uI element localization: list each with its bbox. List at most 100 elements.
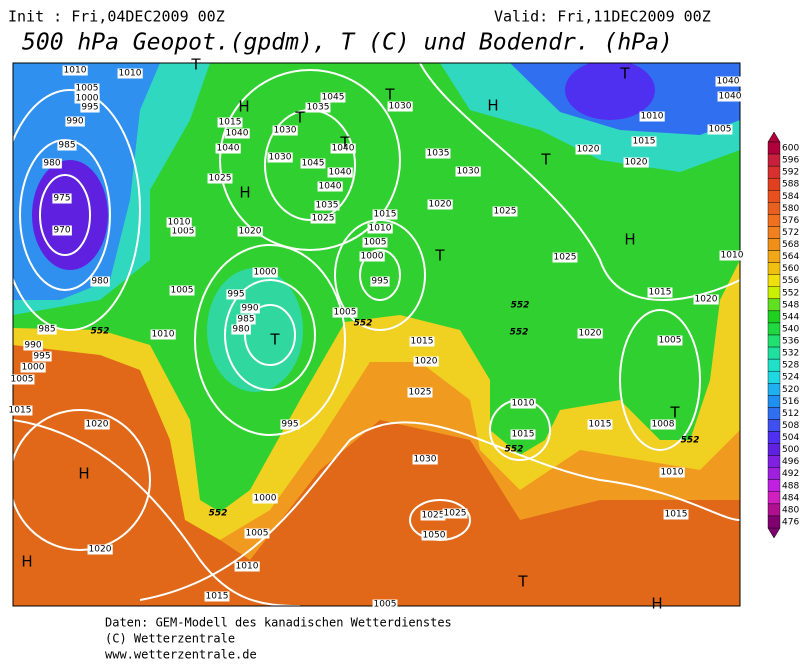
isobar-label-bg — [420, 510, 446, 521]
scale-label: 508 — [782, 421, 799, 431]
scale-label: 560 — [782, 264, 799, 274]
isobar-label: 1030 — [389, 102, 412, 112]
scale-box — [767, 370, 781, 384]
isobar-label-bg — [37, 324, 57, 335]
scale-label: 476 — [782, 517, 799, 527]
isobar-label: 1025 — [444, 509, 467, 519]
isobar-label-bg — [455, 166, 481, 177]
scale-box — [767, 177, 781, 191]
map-title: 500 hPa Geopot.(gpdm), T (C) und Bodendr… — [22, 30, 673, 56]
temperature-label: 552 — [91, 327, 110, 337]
temperature-label: 552 — [510, 328, 529, 338]
scale-box — [767, 274, 781, 287]
isobar-label: 1040 — [329, 168, 352, 178]
pressure-center: T — [384, 86, 395, 104]
isobar-label-bg — [7, 405, 33, 416]
isobar-label: 1008 — [652, 420, 675, 430]
isobar-label-bg — [492, 206, 518, 217]
isobar-label-bg — [305, 102, 331, 113]
pressure-center: H — [651, 595, 662, 613]
isobar-label: 1015 — [219, 118, 242, 128]
isobar-label: 995 — [281, 420, 298, 430]
scale-label: 552 — [782, 288, 799, 298]
scale-box — [767, 262, 781, 275]
scale-box — [767, 346, 781, 360]
scale-label: 588 — [782, 180, 799, 190]
isobar-label-bg — [407, 387, 433, 398]
pressure-center: T — [540, 151, 551, 169]
cyan-patch — [207, 268, 303, 392]
isobar-label: 1020 — [695, 295, 718, 305]
scale-label: 520 — [782, 385, 799, 395]
pressure-center: T — [434, 247, 445, 265]
scale-box — [767, 153, 781, 167]
isobar-label-bg — [717, 91, 743, 102]
scale-label: 516 — [782, 397, 799, 407]
isobar-label: 1015 — [411, 337, 434, 347]
scale-box — [767, 431, 781, 444]
scale-box — [767, 238, 781, 251]
isobar-label-bg — [231, 324, 251, 335]
isobar-label-bg — [65, 116, 85, 127]
scale-label: 484 — [782, 493, 799, 503]
scale-box — [767, 395, 781, 408]
scale-label: 564 — [782, 252, 799, 262]
scale-label: 528 — [782, 361, 799, 371]
isobar-label-bg — [693, 294, 719, 305]
isobar-label: 980 — [91, 277, 108, 287]
isobar-label: 1040 — [319, 182, 342, 192]
isobar-label-bg — [52, 225, 72, 236]
scale-cap-bottom — [767, 527, 781, 539]
temperature-label: 552 — [354, 319, 373, 329]
isobar-label: 1000 — [76, 94, 99, 104]
isobar-label: 1015 — [374, 210, 397, 220]
isobar-label-bg — [650, 419, 676, 430]
isobar-label-bg — [409, 336, 435, 347]
isobar-label: 1025 — [494, 207, 517, 217]
isobar-label-bg — [272, 125, 298, 136]
isobar-label: 1005 — [364, 238, 387, 248]
isobar-label-bg — [234, 561, 260, 572]
isobar-label: 1030 — [457, 167, 480, 177]
isobar-label: 1025 — [312, 214, 335, 224]
scale-box — [767, 226, 781, 239]
isobar-label: 1045 — [302, 159, 325, 169]
isobar-label-bg — [74, 83, 100, 94]
scale-label: 492 — [782, 469, 799, 479]
isobar-label: 985 — [38, 325, 55, 335]
isobar-label: 1005 — [334, 308, 357, 318]
isobar-label-bg — [370, 276, 390, 287]
isobar-label-bg — [552, 252, 578, 263]
isobar-label: 1045 — [322, 93, 345, 103]
isobar-label-bg — [169, 285, 195, 296]
scale-box — [767, 383, 781, 396]
scale-box — [767, 310, 781, 324]
isobar-label-bg — [84, 419, 110, 430]
scale-label: 512 — [782, 409, 799, 419]
scale-box — [767, 515, 781, 529]
purple-ne — [565, 63, 655, 120]
scale-label: 548 — [782, 300, 799, 310]
isobar-label-bg — [314, 200, 340, 211]
pressure-center: T — [669, 404, 680, 422]
isobar-label-bg — [663, 509, 689, 520]
isobar-label-bg — [577, 328, 603, 339]
isobar-label: 1040 — [332, 144, 355, 154]
pressure-center: H — [78, 465, 89, 483]
scale-box — [767, 419, 781, 432]
isobar-label-bg — [367, 223, 393, 234]
isobar-label-bg — [52, 193, 72, 204]
isobar-label: 995 — [371, 277, 388, 287]
isobar-label: 1015 — [206, 592, 229, 602]
temperature-label: 552 — [505, 445, 524, 455]
isobar-label: 980 — [43, 159, 60, 169]
map — [13, 63, 740, 606]
scale-label: 496 — [782, 457, 799, 467]
pressure-center: T — [190, 56, 201, 74]
isobar-label: 1010 — [236, 562, 259, 572]
scale-label: 536 — [782, 337, 799, 347]
isobar-label-bg — [9, 374, 35, 385]
isobar-label-bg — [215, 143, 241, 154]
scale-box — [767, 407, 781, 420]
isobar-label: 1020 — [579, 329, 602, 339]
